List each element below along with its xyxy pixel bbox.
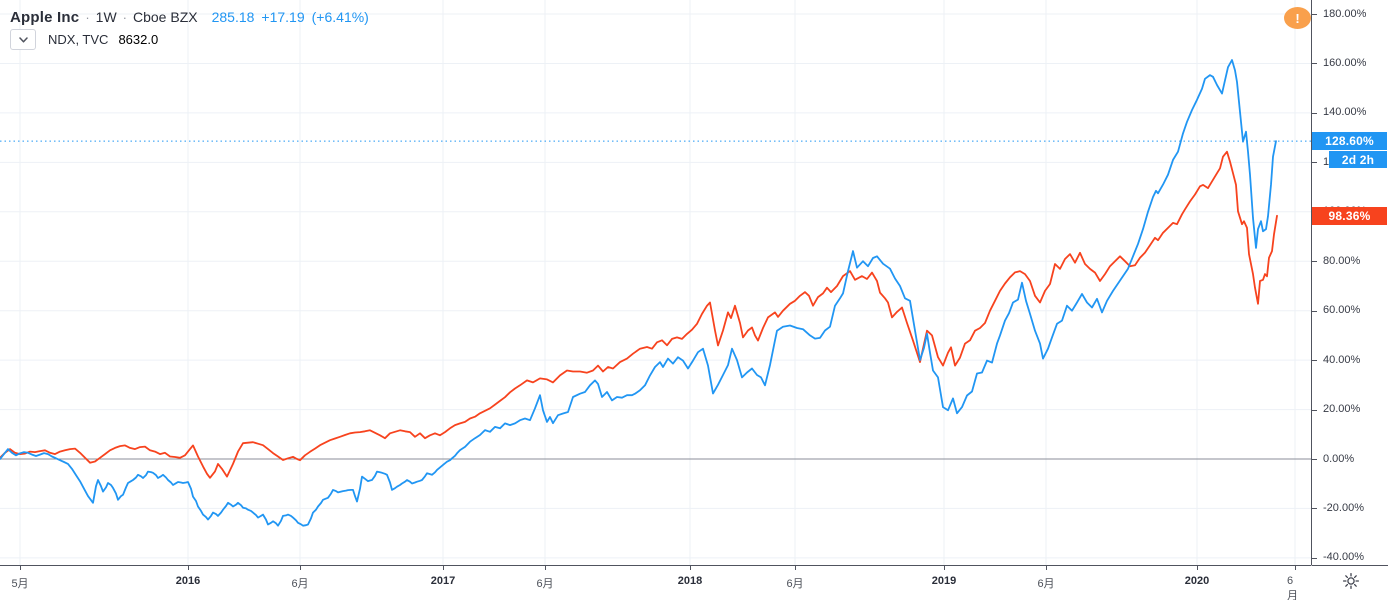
time-axis-label: 2018	[677, 575, 703, 587]
legend-collapse-button[interactable]	[10, 28, 36, 50]
time-axis[interactable]: 5月 2016 6月 2017 6月 2018 6月 2019 6月 2020 6月	[0, 565, 1311, 600]
time-axis-label: 2020	[1184, 575, 1210, 587]
price-axis-label: 80.00%	[1323, 255, 1361, 267]
main-price-badge: 128.60%	[1312, 132, 1387, 150]
time-axis-tick	[545, 566, 546, 570]
chart-plot-area[interactable]	[0, 0, 1311, 565]
compare-price-badge: 98.36%	[1312, 207, 1387, 225]
legend-separator: ·	[85, 9, 90, 25]
time-axis-label: 5月	[11, 578, 29, 590]
last-price: 285.18	[211, 9, 255, 25]
price-axis-label: -40.00%	[1323, 551, 1364, 563]
series-line-ndx	[0, 150, 1278, 479]
time-axis-tick	[300, 566, 301, 570]
price-axis-label: 60.00%	[1323, 304, 1361, 316]
exclamation-icon: !	[1295, 10, 1300, 26]
time-axis-label: 6月	[291, 578, 309, 590]
price-axis-label: 140.00%	[1323, 106, 1367, 118]
time-axis-tick	[795, 566, 796, 570]
time-axis-label: 6月	[786, 578, 804, 590]
time-axis-tick	[1197, 566, 1198, 570]
price-axis-label: 20.00%	[1323, 403, 1361, 415]
price-axis-label: 160.00%	[1323, 57, 1367, 69]
price-change: +17.19	[261, 9, 305, 25]
price-axis-tick	[1312, 63, 1317, 64]
main-series-legend[interactable]: Apple Inc · 1W · Cboe BZX 285.18 +17.19 …	[10, 6, 369, 28]
time-axis-tick	[20, 566, 21, 570]
time-axis-label: 2017	[430, 575, 456, 587]
price-axis-label: -20.00%	[1323, 502, 1364, 514]
time-axis-label: 2019	[931, 575, 957, 587]
price-axis-tick	[1312, 410, 1317, 411]
time-axis-tick	[944, 566, 945, 570]
data-alert-icon[interactable]: !	[1284, 7, 1311, 29]
compare-symbol-label: NDX, TVC	[48, 31, 109, 47]
interval-label[interactable]: 1W	[95, 9, 117, 25]
compare-series-legend[interactable]: NDX, TVC 8632.0	[10, 28, 369, 50]
price-axis-tick	[1312, 113, 1317, 114]
time-axis-tick	[1046, 566, 1047, 570]
price-axis-tick	[1312, 459, 1317, 460]
price-values: 285.18 +17.19 (+6.41%)	[212, 9, 369, 25]
legend-separator: ·	[122, 9, 127, 25]
chart-legend: Apple Inc · 1W · Cboe BZX 285.18 +17.19 …	[10, 6, 369, 50]
time-axis-tick	[188, 566, 189, 570]
symbol-title: Apple Inc	[10, 8, 80, 26]
time-axis-label: 6月	[1037, 578, 1055, 590]
time-axis-tick	[1295, 566, 1296, 570]
time-axis-label: 2016	[175, 575, 201, 587]
price-axis-tick	[1312, 261, 1317, 262]
price-axis-tick	[1312, 311, 1317, 312]
price-axis-label: 40.00%	[1323, 354, 1361, 366]
chevron-down-icon	[18, 30, 28, 48]
price-axis-tick	[1312, 14, 1317, 15]
price-axis-tick	[1312, 508, 1317, 509]
gear-icon	[1342, 572, 1360, 595]
price-axis-label: 0.00%	[1323, 453, 1355, 465]
exchange-label: Cboe BZX	[133, 9, 198, 25]
price-comparison-chart[interactable]	[0, 0, 1311, 565]
series-line-apple-inc	[0, 59, 1277, 527]
time-axis-label: 6月	[536, 578, 554, 590]
price-axis[interactable]: 180.00%160.00%140.00%120.00%100.00%80.00…	[1311, 0, 1388, 565]
bar-countdown-badge: 2d 2h	[1329, 151, 1387, 168]
price-axis-tick	[1312, 162, 1317, 163]
price-axis-tick	[1312, 360, 1317, 361]
time-axis-tick	[443, 566, 444, 570]
price-change-percent: (+6.41%)	[311, 9, 369, 25]
compare-symbol-value: 8632.0	[118, 31, 159, 47]
time-axis-label: 6月	[1287, 575, 1298, 600]
axis-settings-corner[interactable]	[1311, 565, 1388, 600]
time-axis-tick	[690, 566, 691, 570]
price-axis-label: 180.00%	[1323, 8, 1367, 20]
price-axis-tick	[1312, 558, 1317, 559]
